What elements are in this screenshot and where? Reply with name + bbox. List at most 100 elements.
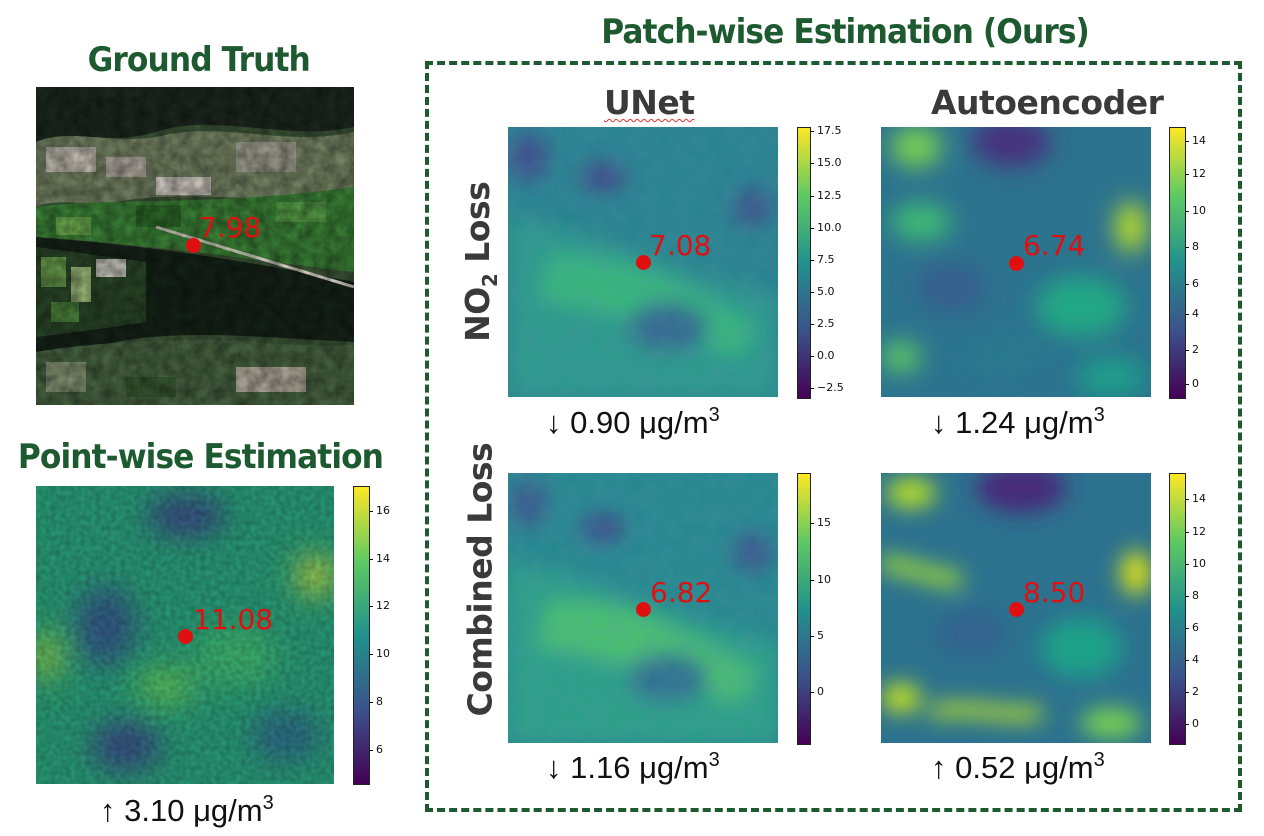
unet-combined-colorbar: [797, 473, 811, 745]
patchwise-title: Patch-wise Estimation (Ours): [601, 12, 1090, 52]
colorbar-tick-label: −2.5: [817, 381, 844, 394]
colorbar-tick-mark: [1185, 350, 1189, 351]
ground-truth-satellite-image: [36, 87, 354, 405]
unet-no2-loss-heatmap: [508, 127, 778, 397]
colorbar-tick-mark: [1185, 532, 1189, 533]
colorbar-tick-label: 10: [817, 573, 831, 586]
unet-no2-colorbar: [797, 127, 811, 399]
row-header-combined-loss: Combined Loss: [460, 442, 500, 717]
pointwise-heatmap: [36, 486, 334, 784]
colorbar-tick-label: 0.0: [817, 349, 835, 362]
unet-no2-metric: ↓ 0.90 μg/m3: [546, 404, 720, 440]
colorbar-tick-mark: [810, 356, 814, 357]
colorbar-tick-mark: [810, 228, 814, 229]
colorbar-tick-label: 14: [376, 552, 390, 565]
ground-truth-value: 7.98: [199, 211, 262, 244]
colorbar-tick-label: 8: [1192, 240, 1199, 253]
colorbar-tick-label: 6: [1192, 277, 1199, 290]
column-header-unet: UNet: [604, 83, 695, 122]
colorbar-tick-mark: [810, 388, 814, 389]
pointwise-value: 11.08: [193, 603, 274, 636]
colorbar-tick-mark: [1185, 660, 1189, 661]
patchwise-frame: [425, 61, 1242, 812]
colorbar-tick-label: 12: [1192, 167, 1206, 180]
ground-truth-point-marker: [186, 238, 201, 253]
colorbar-tick-mark: [1185, 499, 1189, 500]
colorbar-tick-label: 5: [817, 629, 824, 642]
colorbar-tick-label: 12: [376, 599, 390, 612]
colorbar-tick-mark: [1185, 314, 1189, 315]
colorbar-tick-mark: [810, 523, 814, 524]
ground-truth-title: Ground Truth: [87, 40, 311, 80]
colorbar-tick-mark: [1185, 384, 1189, 385]
colorbar-tick-mark: [1185, 141, 1189, 142]
colorbar-tick-label: 17.5: [817, 124, 842, 137]
colorbar-tick-label: 10: [1192, 204, 1206, 217]
colorbar-tick-mark: [810, 580, 814, 581]
pointwise-point-marker: [178, 629, 193, 644]
autoencoder-combined-colorbar: [1169, 473, 1186, 745]
unet-no2-value: 7.08: [649, 229, 712, 262]
colorbar-tick-mark: [810, 324, 814, 325]
colorbar-tick-mark: [369, 511, 373, 512]
autoencoder-no2-metric: ↓ 1.24 μg/m3: [931, 404, 1105, 440]
colorbar-tick-label: 0: [1192, 377, 1199, 390]
colorbar-tick-mark: [810, 692, 814, 693]
colorbar-tick-label: 12.5: [817, 189, 842, 202]
colorbar-tick-label: 7.5: [817, 253, 835, 266]
colorbar-tick-mark: [810, 636, 814, 637]
autoencoder-no2-colorbar: [1169, 127, 1186, 399]
colorbar-tick-label: 10: [1192, 557, 1206, 570]
colorbar-tick-mark: [810, 196, 814, 197]
colorbar-tick-label: 2.5: [817, 317, 835, 330]
pointwise-title: Point-wise Estimation: [17, 437, 384, 477]
colorbar-tick-label: 4: [1192, 307, 1199, 320]
colorbar-tick-mark: [369, 559, 373, 560]
colorbar-tick-label: 12: [1192, 525, 1206, 538]
autoencoder-no2-value: 6.74: [1023, 229, 1086, 262]
unet-combined-value: 6.82: [650, 576, 713, 609]
colorbar-tick-label: 14: [1192, 134, 1206, 147]
colorbar-tick-mark: [810, 163, 814, 164]
pointwise-metric: ↑ 3.10 μg/m3: [100, 792, 274, 828]
row-header-no2-loss: NO2 Loss: [458, 181, 502, 342]
colorbar-tick-mark: [369, 750, 373, 751]
colorbar-tick-mark: [1185, 596, 1189, 597]
unet-combined-loss-heatmap: [508, 473, 778, 743]
colorbar-tick-mark: [369, 702, 373, 703]
unet-combined-point-marker: [636, 602, 651, 617]
pointwise-colorbar: [353, 486, 370, 785]
colorbar-tick-mark: [369, 654, 373, 655]
colorbar-tick-mark: [1185, 628, 1189, 629]
colorbar-tick-label: 2: [1192, 343, 1199, 356]
colorbar-tick-mark: [810, 292, 814, 293]
autoencoder-combined-value: 8.50: [1023, 576, 1086, 609]
autoencoder-no2-point-marker: [1009, 256, 1024, 271]
colorbar-tick-mark: [1185, 247, 1189, 248]
colorbar-tick-label: 8: [1192, 589, 1199, 602]
colorbar-tick-label: 16: [376, 504, 390, 517]
colorbar-tick-mark: [1185, 284, 1189, 285]
colorbar-tick-mark: [1185, 564, 1189, 565]
colorbar-tick-mark: [1185, 174, 1189, 175]
colorbar-tick-label: 6: [1192, 621, 1199, 634]
column-header-autoencoder: Autoencoder: [931, 83, 1164, 122]
autoencoder-combined-metric: ↑ 0.52 μg/m3: [931, 749, 1105, 785]
colorbar-tick-mark: [1185, 692, 1189, 693]
colorbar-tick-mark: [1185, 211, 1189, 212]
colorbar-tick-label: 0: [817, 685, 824, 698]
colorbar-tick-mark: [810, 260, 814, 261]
unet-combined-metric: ↓ 1.16 μg/m3: [546, 749, 720, 785]
colorbar-tick-label: 6: [376, 743, 383, 756]
colorbar-tick-label: 10: [376, 647, 390, 660]
colorbar-tick-label: 4: [1192, 653, 1199, 666]
colorbar-tick-label: 0: [1192, 717, 1199, 730]
colorbar-tick-label: 15.0: [817, 156, 842, 169]
colorbar-tick-label: 8: [376, 695, 383, 708]
colorbar-tick-label: 2: [1192, 685, 1199, 698]
colorbar-tick-label: 5.0: [817, 285, 835, 298]
colorbar-tick-label: 14: [1192, 492, 1206, 505]
colorbar-tick-mark: [1185, 724, 1189, 725]
colorbar-tick-label: 15: [817, 516, 831, 529]
colorbar-tick-mark: [810, 131, 814, 132]
